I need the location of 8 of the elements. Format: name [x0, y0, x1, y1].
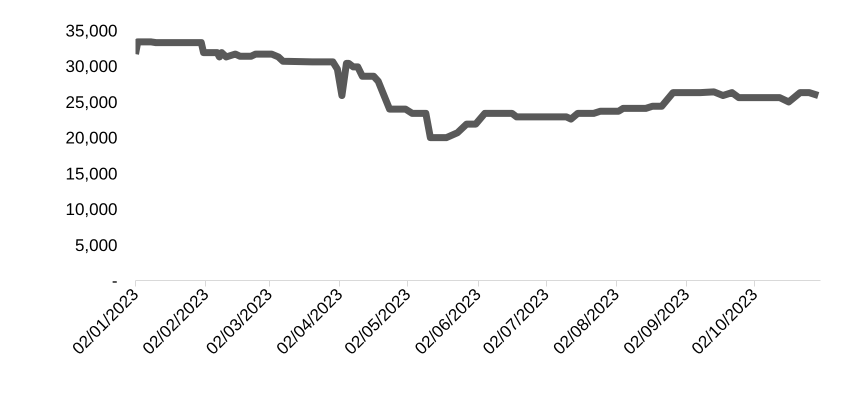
y-tick-label: 35,000 [66, 22, 118, 40]
y-tick-label: 10,000 [66, 200, 118, 220]
y-tick-label: - [112, 272, 118, 290]
y-tick-label: 15,000 [66, 164, 118, 184]
y-tick-label: 5,000 [74, 236, 118, 255]
y-tick-label: 30,000 [66, 57, 118, 76]
y-tick-label: 20,000 [66, 128, 118, 148]
y-tick-label: 25,000 [66, 92, 118, 112]
